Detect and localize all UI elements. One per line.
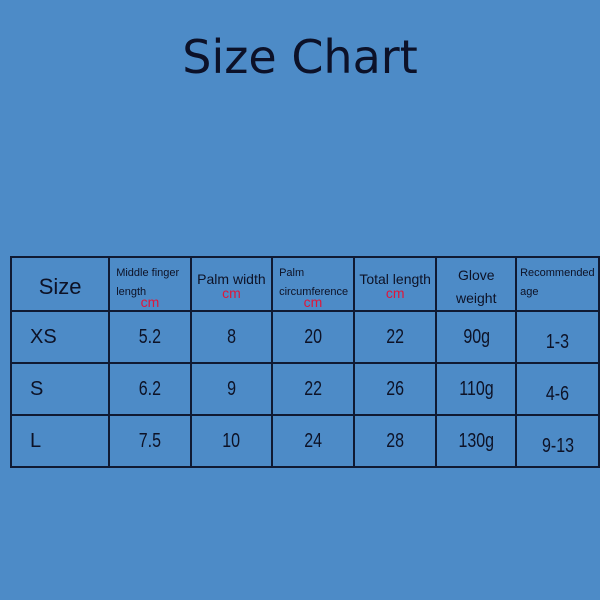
cell-total-length: 28 [352, 414, 438, 468]
table-row: S 6.2 9 22 26 110g 4-6 [9, 362, 600, 416]
cell-middle-finger-length: 6.2 [108, 362, 192, 416]
cell-value: 110g [459, 377, 494, 400]
cell-value: 90g [462, 325, 490, 348]
cell-middle-finger-length: 7.5 [108, 414, 192, 468]
cell-value: 7.5 [138, 429, 162, 452]
table-row: L 7.5 10 24 28 130g 9-13 [9, 414, 600, 468]
header-middle-finger-length: Middle finger length cm [108, 256, 192, 312]
cell-value: 22 [304, 377, 322, 400]
cell-palm-width: 9 [189, 362, 274, 416]
header-size: Size [9, 256, 111, 312]
cell-palm-circumference: 20 [271, 310, 355, 364]
cell-size: S [9, 362, 111, 416]
header-palm-width: Palm width cm [189, 256, 274, 312]
cell-recommended-age: 9-13 [515, 414, 600, 468]
cell-value: 10 [222, 429, 241, 452]
cell-value: 4-6 [545, 382, 570, 405]
cell-value: 6.2 [138, 377, 162, 400]
page-title: Size Chart [182, 30, 418, 84]
header-recommended-age: Recommended age [515, 256, 600, 312]
header-glove-weight: Glove weight [435, 256, 518, 312]
cell-recommended-age: 1-3 [515, 310, 600, 364]
cell-value: 9-13 [541, 434, 574, 457]
cell-glove-weight: 110g [435, 362, 518, 416]
cell-palm-circumference: 24 [271, 414, 355, 468]
header-total-length: Total length cm [352, 256, 438, 312]
cell-value: S [30, 377, 44, 400]
cell-size: XS [9, 310, 111, 364]
cell-total-length: 26 [352, 362, 438, 416]
cell-palm-width: 8 [189, 310, 274, 364]
table-row: XS 5.2 8 20 22 90g 1-3 [9, 310, 600, 364]
cell-value: 20 [304, 325, 322, 348]
cell-glove-weight: 130g [435, 414, 518, 468]
cell-total-length: 22 [352, 310, 438, 364]
cell-palm-circumference: 22 [271, 362, 355, 416]
unit-label: cm [222, 285, 241, 301]
unit-label: cm [303, 294, 323, 310]
table-header-row: Size Middle finger length cm Palm width cm… [9, 256, 600, 312]
unit-label: cm [385, 285, 405, 301]
unit-label: cm [140, 294, 160, 310]
header-palm-circumference: Palm circumference cm [271, 256, 355, 312]
cell-size: L [9, 414, 111, 468]
cell-palm-width: 10 [189, 414, 274, 468]
cell-value: 28 [386, 429, 405, 452]
cell-value: 24 [304, 429, 322, 452]
cell-value: 5.2 [138, 325, 162, 348]
cell-value: 26 [386, 377, 405, 400]
cell-value: XS [30, 325, 57, 348]
cell-recommended-age: 4-6 [515, 362, 600, 416]
cell-middle-finger-length: 5.2 [108, 310, 192, 364]
cell-value: 22 [386, 325, 405, 348]
cell-value: 130g [458, 429, 495, 452]
cell-value: 9 [226, 377, 236, 400]
cell-value: 1-3 [545, 330, 570, 353]
cell-value: L [30, 429, 42, 452]
size-table: Size Middle finger length cm Palm width cm… [9, 256, 600, 468]
cell-value: 8 [226, 325, 236, 348]
cell-glove-weight: 90g [435, 310, 518, 364]
